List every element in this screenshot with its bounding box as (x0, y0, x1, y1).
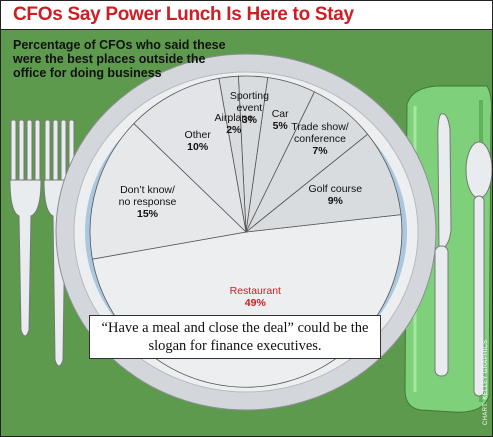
chart-subtitle: Percentage of CFOs who said these were t… (13, 38, 226, 80)
spoon-icon (465, 141, 492, 397)
quote-box: “Have a meal and close the deal” could b… (89, 315, 381, 359)
pie-label-car: Car 5% (272, 108, 289, 132)
slice-name: Restaurant (229, 284, 281, 297)
slice-name: Trade show/conference (291, 121, 349, 146)
slice-value: 49% (244, 296, 266, 309)
slice-name: Car (271, 108, 289, 121)
slice-value: 2% (226, 123, 242, 136)
slice-value: 3% (241, 113, 257, 126)
slice-value: 10% (187, 141, 209, 154)
pie-label-airplane: Airplane 2% (215, 112, 254, 136)
pie-label-other: Other 10% (185, 129, 211, 153)
slice-name: Golf course (308, 182, 363, 195)
chart-credit: CHART: KELLEY GRAPHICS (483, 339, 489, 425)
pie-label-trade-show-conference: Trade show/conference 7% (291, 121, 348, 157)
pie-label-sporting-event: Sporting event 3% (230, 90, 269, 126)
slice-name: Other (184, 129, 211, 142)
knife-icon (434, 113, 452, 377)
slice-value: 9% (327, 194, 343, 207)
pie-label-golf-course: Golf course 9% (308, 183, 362, 207)
slice-value: 15% (136, 207, 159, 220)
slice-name: Airplane (214, 111, 254, 124)
slice-name: Don’t know/no response (118, 183, 177, 208)
fork-icon-inner (43, 119, 76, 367)
pie-label-don-t-know-no-response: Don’t know/no response 15% (119, 184, 177, 220)
pie-slice-don-t-know-no-response (89, 123, 247, 260)
chart-title: CFOs Say Power Lunch Is Here to Stay (13, 4, 354, 25)
fork-icon-outer (9, 119, 42, 337)
slice-value: 7% (312, 145, 328, 158)
slice-name: Sporting event (229, 89, 269, 114)
title-bar: CFOs Say Power Lunch Is Here to Stay (1, 1, 492, 30)
slice-value: 5% (272, 120, 288, 133)
pie-label-restaurant: Restaurant 49% (230, 285, 281, 309)
pie-slice-golf-course (244, 133, 402, 233)
pie-slice-other (133, 77, 247, 234)
